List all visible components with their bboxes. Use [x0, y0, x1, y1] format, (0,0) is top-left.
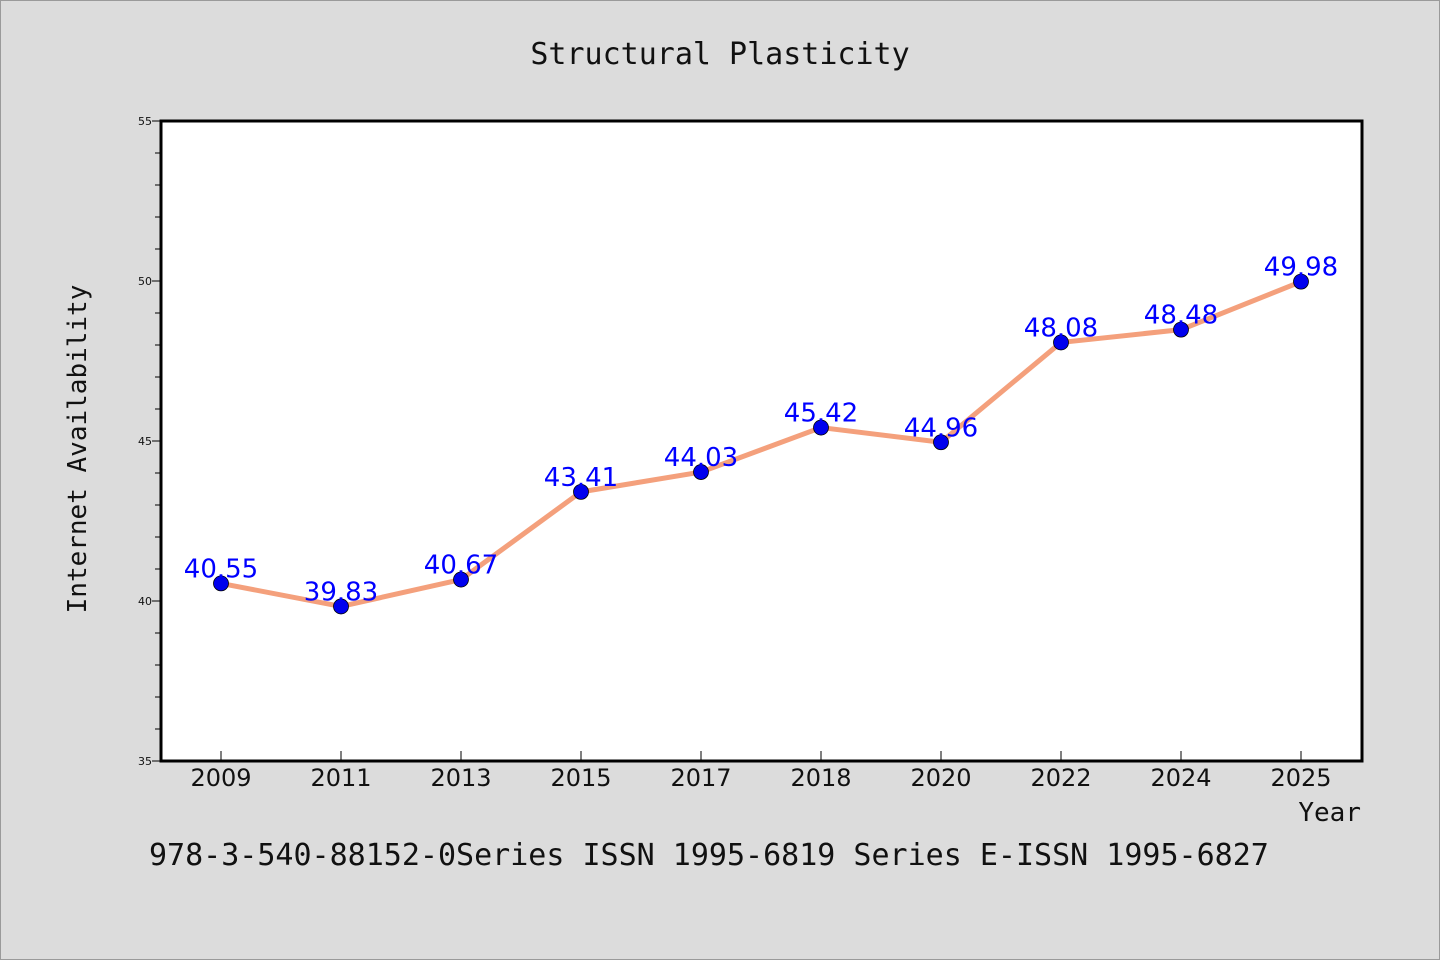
x-tick-label: 2020	[910, 764, 971, 792]
data-point-label: 49.98	[1264, 253, 1338, 283]
chart-title: Structural Plasticity	[530, 37, 909, 72]
data-point-marker	[1173, 321, 1189, 338]
data-point-label: 44.03	[664, 443, 738, 473]
data-point-label: 48.08	[1024, 313, 1098, 343]
y-tick-label: 55	[138, 115, 152, 128]
x-tick-label: 2009	[190, 764, 251, 792]
data-point-label: 45.42	[784, 399, 858, 429]
data-point-label: 48.48	[1144, 301, 1218, 331]
data-point-marker	[453, 571, 469, 588]
y-tick-label: 50	[138, 275, 152, 288]
x-axis-label: Year	[1298, 798, 1361, 828]
data-point-label: 40.67	[424, 551, 498, 581]
data-point-marker	[1293, 273, 1309, 290]
data-point-marker	[813, 419, 829, 436]
y-tick-label: 45	[138, 435, 152, 448]
data-point-marker	[573, 483, 589, 500]
x-tick-label: 2015	[550, 764, 611, 792]
data-point-marker	[933, 434, 949, 451]
data-point-label: 40.55	[184, 554, 258, 584]
data-point-marker	[213, 575, 229, 592]
x-axis-tick-labels: 2009 2011 2013 2015 2017 2018 2020 2022 2024 2025	[190, 764, 1331, 792]
x-axis-ticks	[220, 751, 1302, 761]
data-point-marker	[693, 464, 709, 480]
data-point-marker	[333, 598, 349, 615]
data-point-label: 43.41	[544, 463, 618, 493]
x-tick-label: 2024	[1150, 764, 1211, 792]
series-markers	[213, 273, 1309, 615]
x-tick-label: 2017	[670, 764, 731, 792]
series-line	[220, 279, 1302, 609]
data-point-marker	[1053, 334, 1069, 351]
footer-note: 978-3-540-88152-0Series ISSN 1995-6819 S…	[149, 838, 1269, 873]
y-axis-ticks	[152, 120, 161, 762]
x-tick-label: 2022	[1030, 764, 1091, 792]
x-tick-label: 2018	[790, 764, 851, 792]
data-point-label: 44.96	[904, 413, 978, 443]
plot-area	[159, 119, 1364, 763]
data-labels: 40.55 39.83 40.67 43.41 44.03 45.42 44.96 48.08…	[184, 253, 1338, 608]
y-axis-tick-labels: 35 40 45 50 55	[138, 115, 152, 768]
x-tick-label: 2011	[310, 764, 371, 792]
data-point-label: 39.83	[304, 577, 378, 607]
y-axis-label: Internet Availability	[63, 285, 93, 614]
y-tick-label: 40	[138, 595, 152, 608]
x-tick-label: 2025	[1270, 764, 1331, 792]
x-tick-label: 2013	[430, 764, 491, 792]
y-tick-label: 35	[138, 755, 152, 768]
